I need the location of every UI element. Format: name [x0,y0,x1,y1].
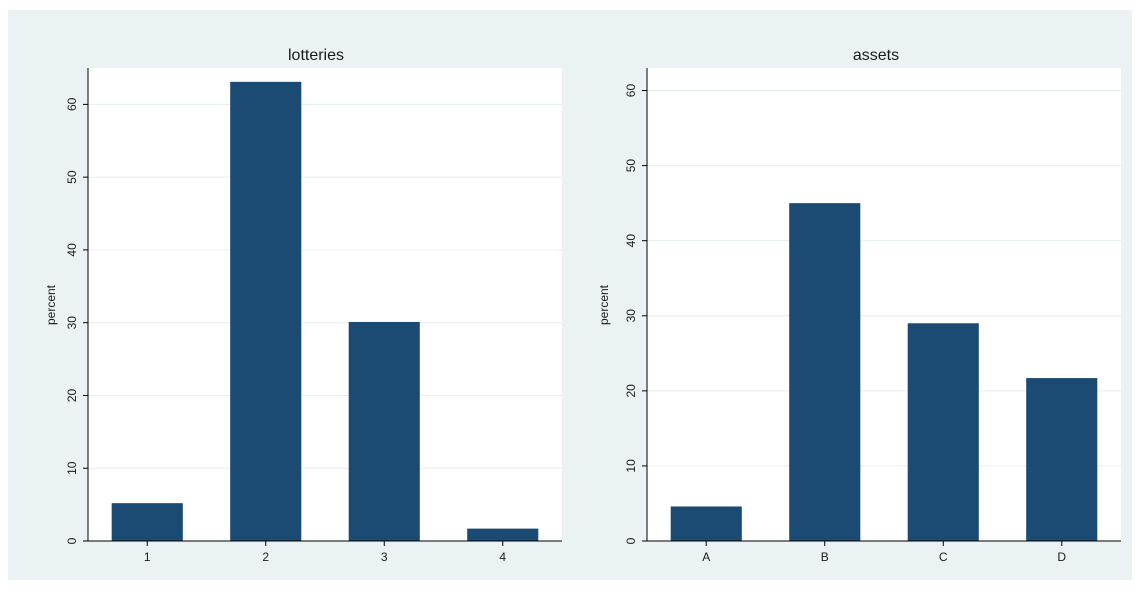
lotteries-title: lotteries [288,47,344,64]
assets-y-tick-label: 60 [624,84,638,98]
lotteries-x-tick-label: 4 [499,550,506,564]
lotteries-bar-2 [230,81,302,541]
lotteries-y-tick-label: 10 [65,461,79,475]
assets-x-tick-label: A [702,550,710,564]
lotteries-y-tick-label: 50 [65,170,79,184]
lotteries-y-tick-label: 30 [65,316,79,330]
lotteries-y-tick-label: 20 [65,388,79,402]
assets-panel: assets percent A B C D 0 10 20 30 40 50 60 [597,47,1121,564]
assets-y-tick-label: 20 [624,384,638,398]
assets-x-tick-label: B [821,550,829,564]
assets-y-tick-label: 30 [624,309,638,323]
assets-y-tick-label: 40 [624,234,638,248]
assets-y-tick-label: 10 [624,459,638,473]
assets-bar-D [1026,378,1098,541]
lotteries-y-tick-label: 60 [65,97,79,111]
assets-bar-A [670,506,742,541]
lotteries-bar-4 [467,528,539,541]
lotteries-bar-1 [111,503,183,541]
lotteries-bar-3 [348,321,420,541]
assets-x-tick-label: C [939,550,948,564]
assets-x-tick-label: D [1057,550,1066,564]
assets-bar-C [907,323,979,541]
lotteries-y-tick-label: 0 [65,537,79,544]
assets-y-axis-label: percent [597,284,611,325]
assets-y-tick-label: 50 [624,159,638,173]
assets-bar-B [789,203,861,541]
assets-y-tick-label: 0 [624,537,638,544]
lotteries-plot-area [88,68,562,541]
lotteries-x-tick-label: 1 [144,550,151,564]
lotteries-y-tick-label: 40 [65,243,79,257]
lotteries-y-axis-label: percent [44,284,58,325]
lotteries-x-tick-label: 2 [262,550,269,564]
assets-title: assets [853,47,899,64]
lotteries-x-tick-label: 3 [381,550,388,564]
